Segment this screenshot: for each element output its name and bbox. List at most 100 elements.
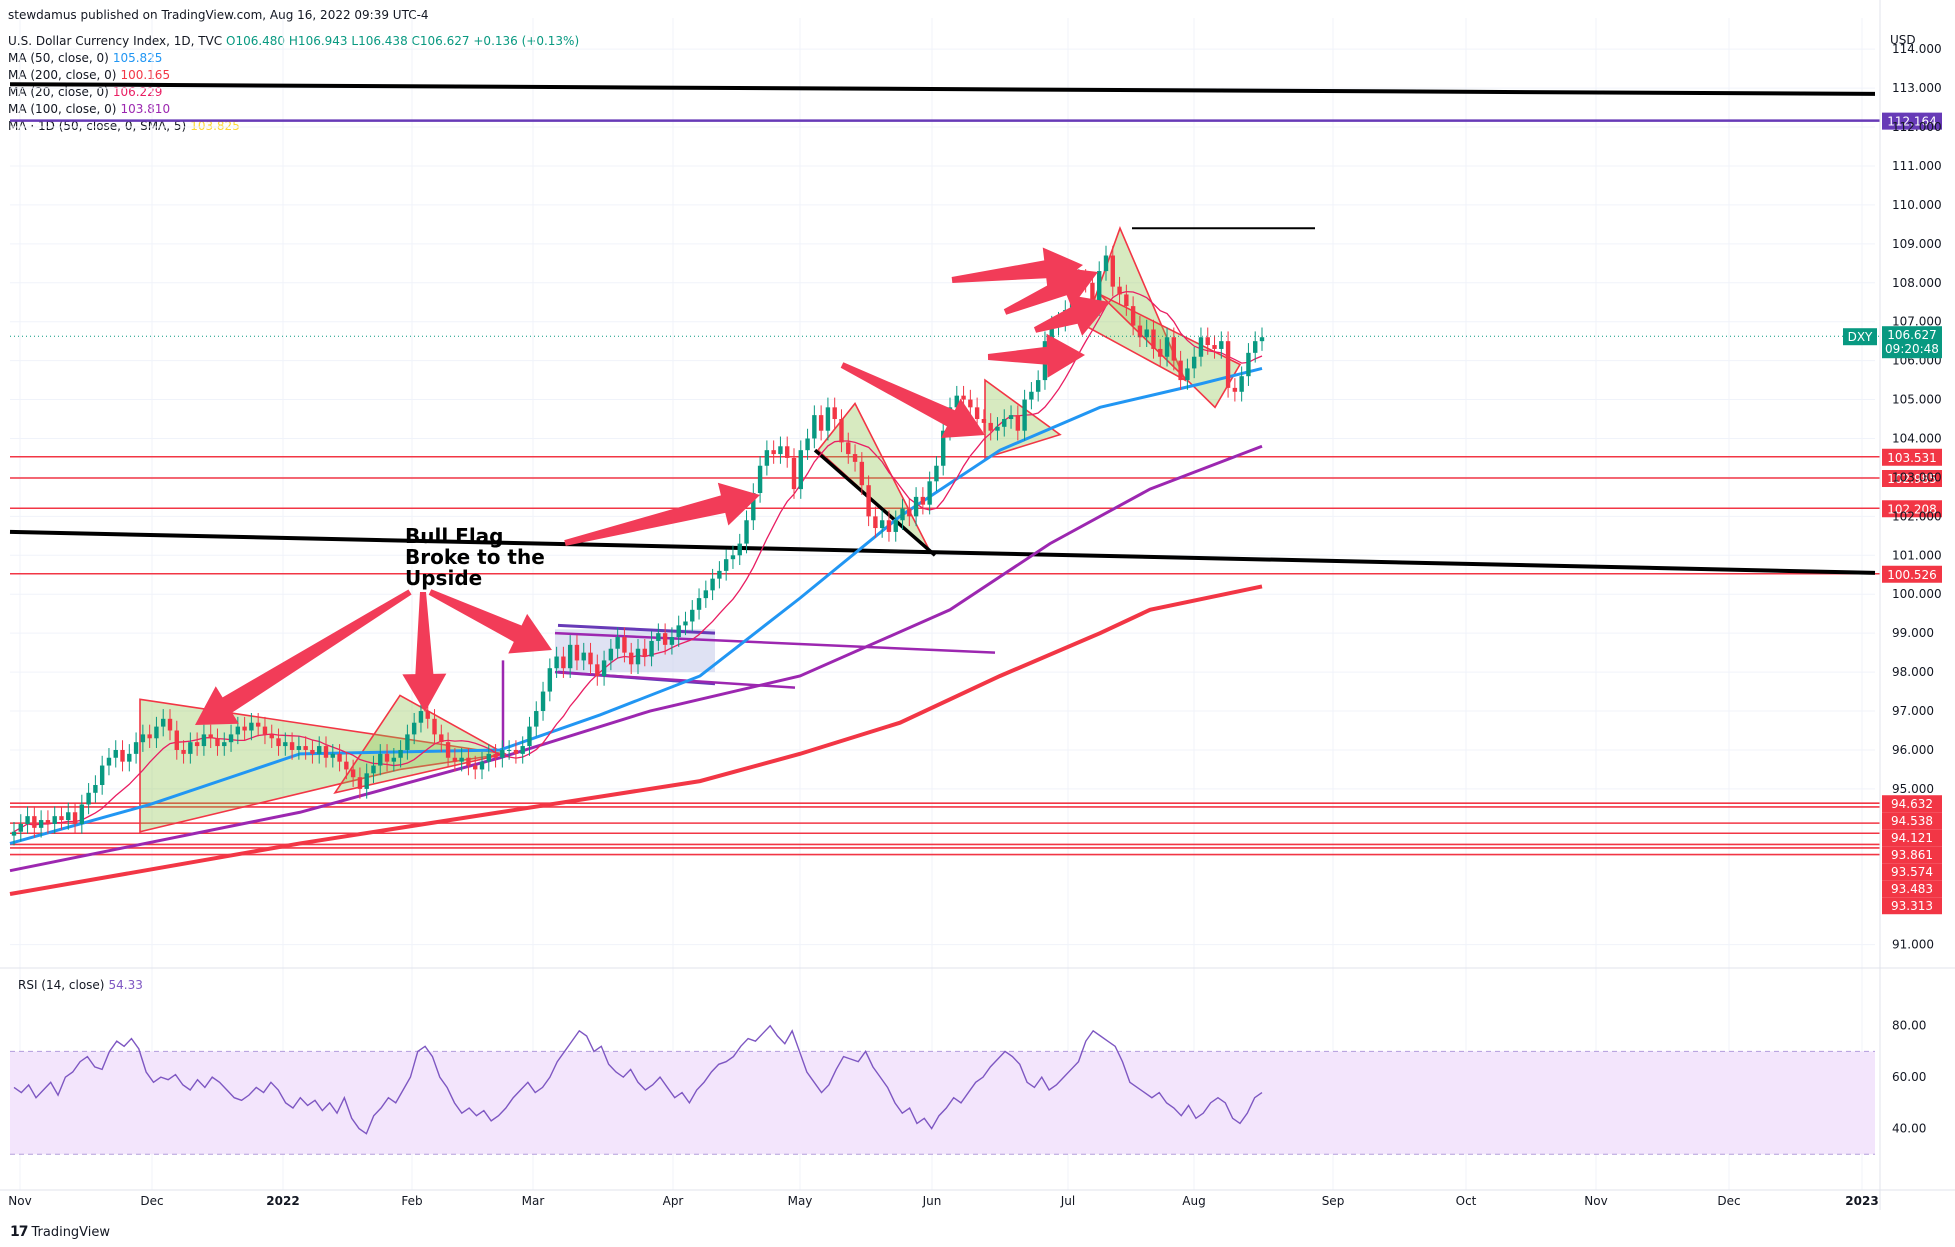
candle-body: [323, 746, 329, 758]
rsi-legend[interactable]: RSI (14, close) 54.33: [18, 978, 143, 992]
candle-body: [757, 465, 763, 493]
legend-ma50[interactable]: MA (50, close, 0) 105.825: [8, 50, 579, 67]
candle-body: [32, 816, 37, 828]
candle-body: [1164, 337, 1170, 357]
legend-ma-1d[interactable]: MA · 1D (50, close, 0, SMA, 5) 103.825: [8, 118, 579, 135]
high-value: H106.943: [288, 34, 348, 48]
price-level-badge-text: 102.985: [1887, 472, 1937, 486]
candle-body: [540, 691, 546, 712]
candle-body: [927, 481, 932, 505]
candle-body: [99, 765, 105, 786]
candle-body: [846, 442, 851, 455]
candle-body: [1110, 255, 1115, 287]
candle-body: [398, 749, 403, 758]
price-tick-label: 108.000: [1892, 276, 1942, 290]
symbol-badge-text: DXY: [1848, 330, 1873, 344]
annotation-line: Upside: [405, 566, 482, 590]
arrow-to-feb: [402, 591, 447, 712]
candle-body: [310, 749, 315, 754]
lower-black-trendline: [9, 529, 1876, 575]
candle-body: [418, 711, 424, 723]
price-tick-label: 95.000: [1892, 782, 1934, 796]
candle-body: [818, 415, 824, 431]
candle-body: [357, 777, 363, 789]
arrow-to-flag: [428, 589, 552, 654]
price-level-badge-text: 103.531: [1887, 451, 1937, 465]
price-level-badge-text: 93.313: [1891, 899, 1933, 913]
rsi-tick-label: 60.00: [1892, 1070, 1926, 1084]
candle-body: [920, 496, 926, 505]
candle-body: [852, 454, 858, 462]
candle-body: [588, 652, 593, 665]
candle-body: [981, 419, 987, 423]
candle-body: [534, 711, 539, 727]
ma-1d-value: 103.825: [190, 119, 240, 133]
price-level-badge-text: 94.121: [1891, 831, 1933, 845]
price-level-badge-text: 94.538: [1891, 814, 1933, 828]
candle-body: [785, 446, 790, 458]
footer[interactable]: 17 TradingView: [10, 1224, 110, 1240]
price-level-badge-text: 102.208: [1887, 502, 1937, 516]
currency-label: USD: [1890, 33, 1916, 47]
candle-body: [11, 831, 17, 836]
rsi-label: RSI (14, close): [18, 978, 105, 992]
candle-body: [696, 598, 702, 610]
countdown-text: 09:20:48: [1885, 342, 1939, 356]
indicator-legend: U.S. Dollar Currency Index, 1D, TVC O106…: [8, 33, 579, 135]
candle-body: [1246, 352, 1251, 377]
candle-body: [622, 637, 627, 653]
ma200-line: [9, 584, 1263, 896]
ma100-value: 103.810: [120, 102, 171, 116]
candle-body: [1232, 387, 1238, 392]
candle-body: [805, 438, 810, 451]
candle-body: [1130, 306, 1136, 326]
open-value: O106.480: [226, 34, 286, 48]
time-tick-label: Jun: [922, 1194, 942, 1208]
candle-body: [520, 746, 525, 754]
candle-body: [812, 415, 817, 439]
candle-body: [1239, 376, 1244, 392]
price-tick-label: 110.000: [1892, 198, 1942, 212]
candle-body: [669, 637, 675, 645]
candle-body: [486, 753, 491, 762]
candle-body: [893, 520, 898, 532]
upper-black-trendline: [9, 82, 1876, 96]
wedge-line: [813, 448, 937, 557]
candle-body: [378, 753, 383, 766]
price-level-badge: [1882, 863, 1942, 881]
ma-1d-label: MA · 1D (50, close, 0, SMA, 5): [8, 119, 187, 133]
candle-body: [140, 734, 146, 743]
candle-body: [371, 765, 376, 774]
candle-body: [479, 761, 485, 770]
trend-lines: [9, 82, 1876, 575]
candle-body: [656, 633, 661, 641]
triangle-feb: [333, 694, 508, 795]
price-tick-label: 111.000: [1892, 159, 1942, 173]
rsi-tick-label: 80.00: [1892, 1019, 1926, 1033]
price-tick-label: 101.000: [1892, 548, 1942, 562]
rsi-pane: 80.00 60.00 40.00: [0, 967, 1955, 1155]
legend-ma200[interactable]: MA (200, close, 0) 100.165: [8, 67, 579, 84]
candle-body: [649, 640, 654, 657]
candle-body: [296, 746, 302, 750]
candle-body: [208, 734, 213, 739]
candle-body: [954, 395, 959, 408]
candle-body: [791, 457, 797, 490]
price-tick-label: 102.000: [1892, 509, 1942, 523]
candle-body: [161, 718, 166, 727]
legend-ma100[interactable]: MA (100, close, 0) 103.810: [8, 101, 579, 118]
candle-body: [1185, 368, 1190, 381]
candle-body: [52, 816, 57, 824]
price-tick-label: 97.000: [1892, 704, 1934, 718]
ma50-line: [9, 366, 1263, 845]
candle-body: [1178, 360, 1183, 381]
candle-body: [425, 711, 430, 719]
time-tick-label: Dec: [140, 1194, 163, 1208]
time-tick-label: Sep: [1322, 1194, 1345, 1208]
tradingview-logo-icon: 17: [10, 1224, 29, 1240]
candle-body: [242, 726, 247, 731]
price-level-badge-text: 94.632: [1891, 797, 1933, 811]
price-level-badge-text: 93.861: [1891, 848, 1933, 862]
